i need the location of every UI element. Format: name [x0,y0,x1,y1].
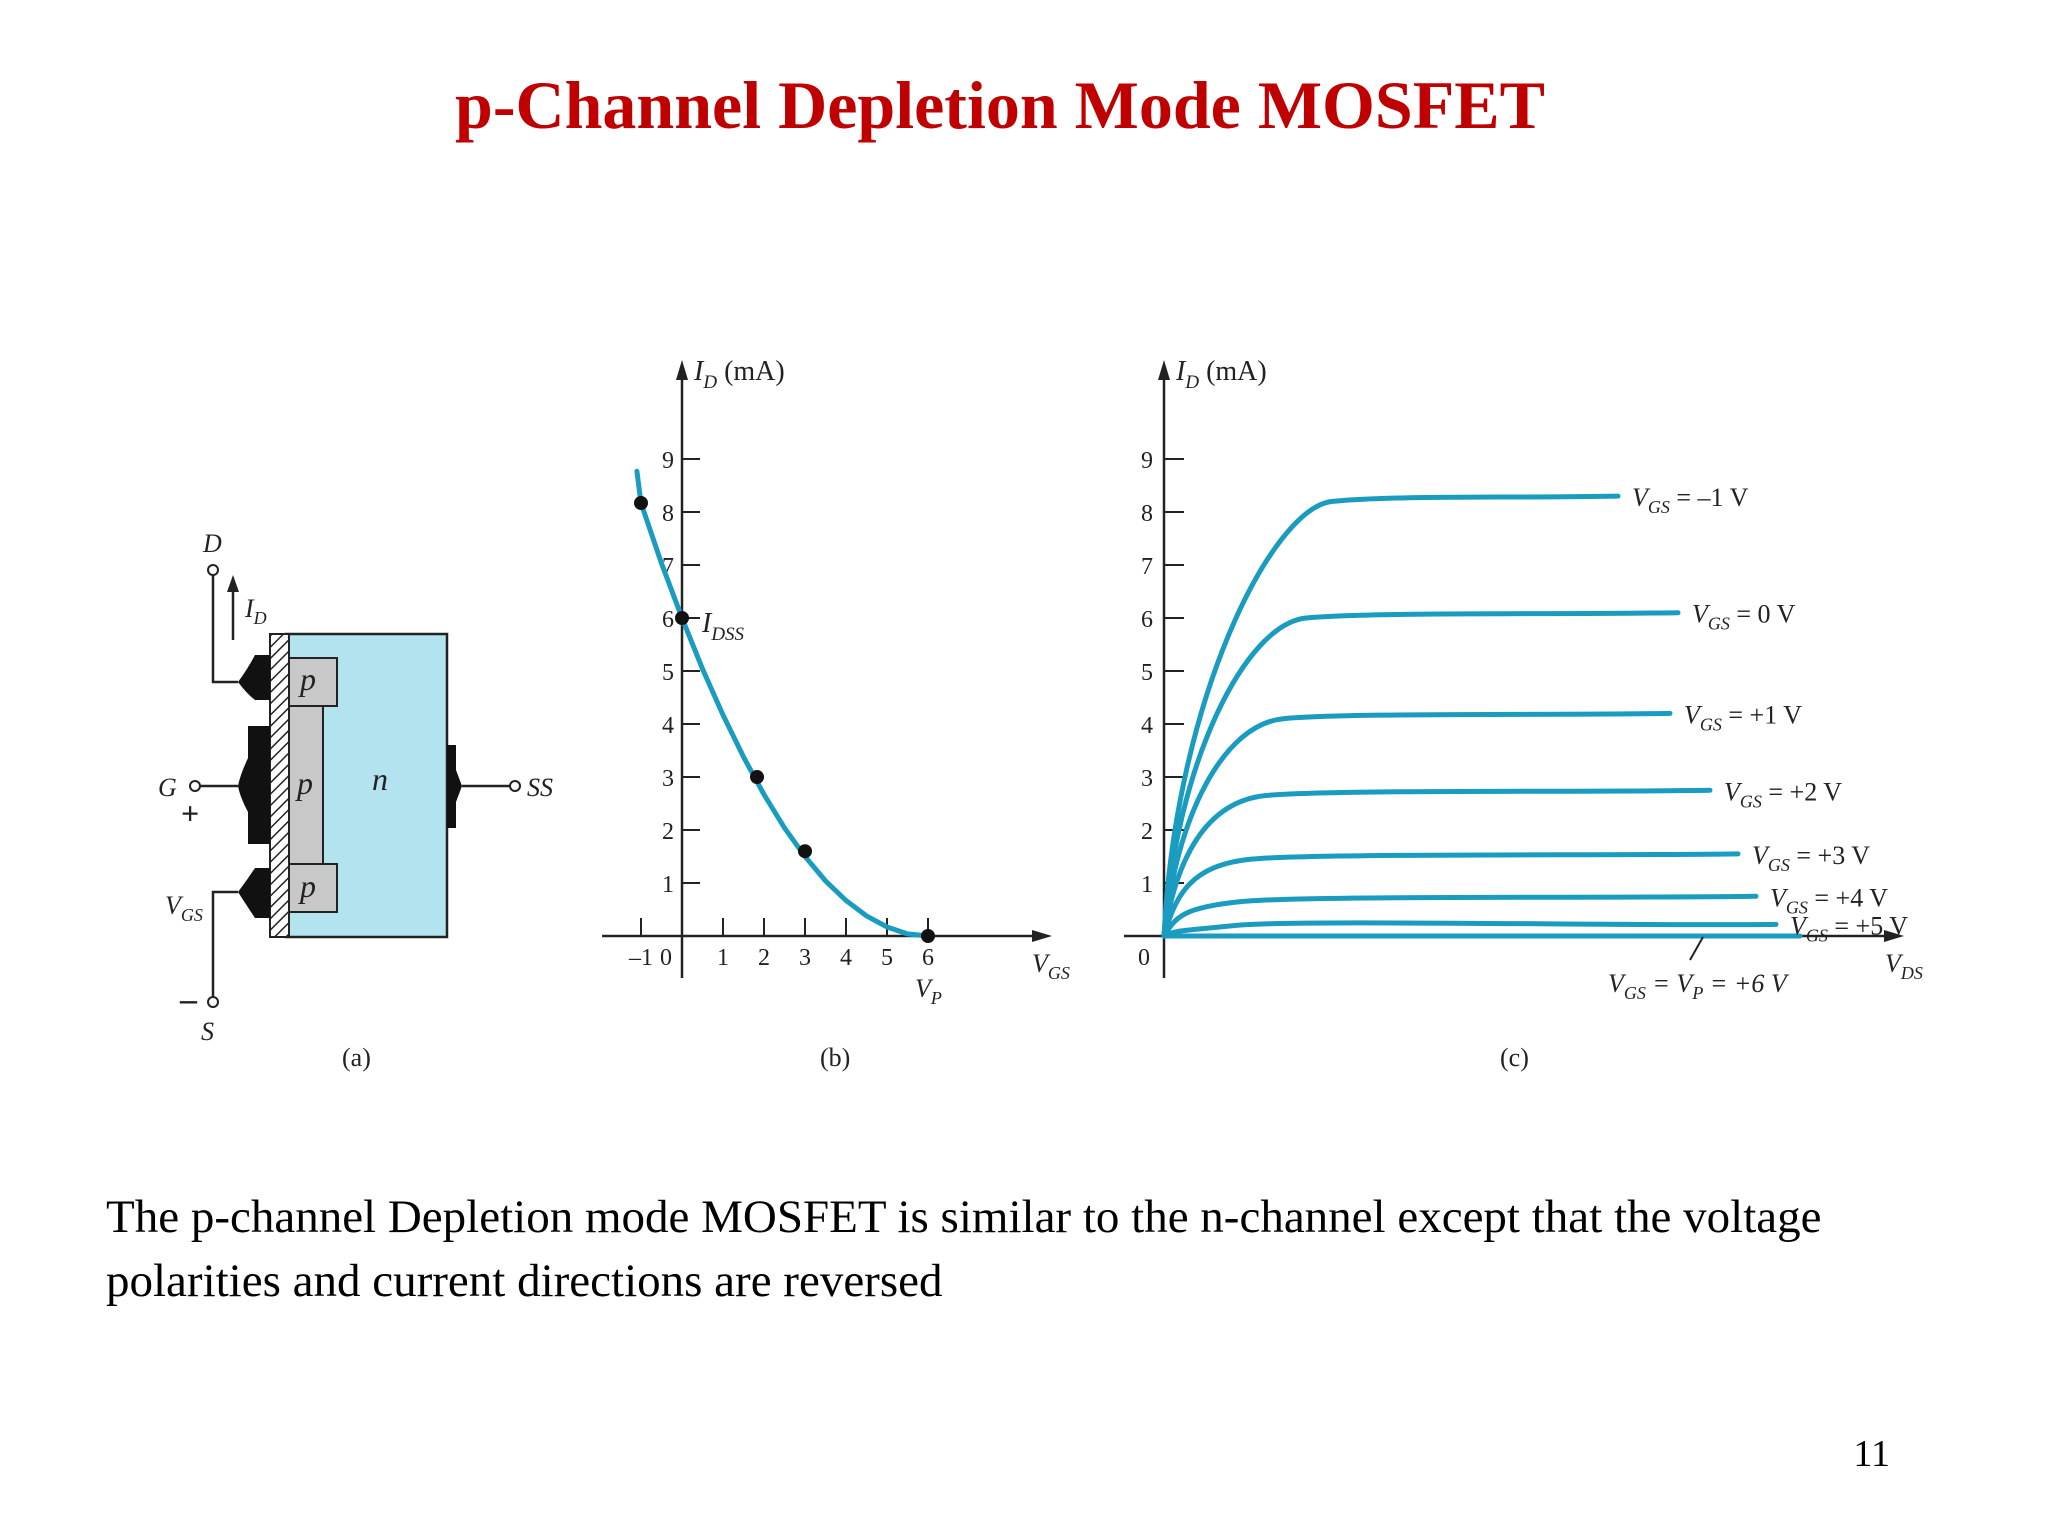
current-label: ID [244,594,267,628]
drain-curve [1161,710,1673,939]
drain-characteristics-chart: 1 2 3 4 5 6 7 8 9 VGS = –1 V VGS = 0 V VGS = +1 V V… [1124,356,1923,1072]
chart-c-ylabel: ID (mA) [1175,356,1267,393]
drain-curve [1161,610,1681,939]
chart-c-origin-label: 0 [1138,945,1150,971]
source-contact [238,868,270,918]
chart-b-y-tick-label: 6 [662,607,674,633]
chart-b-xlabel: VGS [1032,949,1070,983]
figure-c-label: (c) [1500,1043,1529,1072]
chart-b-y-tick-label: 9 [662,448,674,474]
oxide-layer [269,633,290,938]
figure-b-label: (b) [820,1043,850,1072]
chart-b-y-tick-label: 2 [662,819,674,845]
drain-curve-label: VGS = 0 V [1692,600,1796,634]
idss-label: IDSS [701,608,745,645]
vgs-label: VGS [165,891,203,925]
source-label: S [201,1017,214,1046]
n-label: n [372,761,388,797]
chart-b-x-tick-label: 2 [758,945,770,971]
gate-plus: + [181,795,199,831]
gate-terminal [189,780,201,792]
chart-b-y-tick-label: 4 [662,713,674,739]
chart-c-y-tick-label: 3 [1141,766,1153,792]
substrate-label: SS [527,773,553,802]
caption-text: The p-channel Depletion mode MOSFET is s… [106,1191,1822,1307]
drain-wire [211,572,238,684]
chart-b-data-point [921,929,935,943]
vp-label: VP [915,974,942,1008]
page-number: 11 [1853,1433,1890,1475]
chart-c-y-tick-label: 7 [1141,554,1153,580]
drain-curve-label: VGS = –1 V [1632,483,1749,517]
substrate-contact [447,745,462,828]
drain-curve-label: VGS = +2 V [1724,777,1842,811]
drain-curve-label: VGS = +4 V [1770,883,1888,917]
drain-curve [1161,851,1741,939]
chart-b-x-arrow [1032,930,1052,942]
p-top-label: p [298,661,316,697]
pinch-label: VGS = VP = +6 V [1608,969,1790,1003]
chart-b-x-tick-label: 4 [840,945,852,971]
chart-b-x-tick-label: 1 [717,945,729,971]
chart-b-x-tick-label: 5 [881,945,893,971]
gate-label: G [158,773,177,802]
chart-b-data-point [634,495,648,510]
pinch-pointer [1689,936,1704,961]
mosfet-cross-section: D ID G + SS VGS – S p p p n (a) [158,529,553,1072]
chart-c-y-tick-label: 2 [1141,819,1153,845]
chart-c-y-tick-label: 6 [1141,607,1153,633]
chart-b-x-tick-label: –1 [628,945,653,971]
drain-contact [238,655,270,700]
chart-b-y-tick-label: 3 [662,766,674,792]
chart-b-ylabel: ID (mA) [693,356,785,393]
drain-curve-label: VGS = +5 V [1790,911,1908,945]
source-minus: – [179,981,198,1018]
drain-curve-label: VGS = +1 V [1684,700,1802,734]
drain-curve [1161,787,1713,939]
chart-b-zero-label: 0 [660,945,672,971]
current-arrow-head [227,575,239,592]
substrate-terminal [509,780,521,792]
chart-b-data-point [675,611,689,625]
p-channel-label: p [295,765,313,801]
transfer-curve [634,468,931,939]
source-terminal [207,996,219,1008]
drain-curve [1161,493,1621,939]
chart-c-x-arrow [1884,930,1904,942]
chart-b-y-arrow [676,360,688,380]
chart-c-y-tick-label: 4 [1141,713,1153,739]
chart-b-data-point [750,770,765,784]
p-drain-region [288,657,338,707]
chart-b-x-tick-label: 3 [799,945,811,971]
drain-curve-label: VGS = +3 V [1752,841,1870,875]
slide-title: p-Channel Depletion Mode MOSFET [455,67,1545,143]
source-wire [211,890,238,998]
chart-b-data-point [798,844,812,859]
chart-c-y-tick-label: 1 [1141,872,1153,898]
chart-c-xlabel: VDS [1885,949,1923,983]
chart-b-y-tick-label: 1 [662,872,674,898]
chart-c-y-tick-label: 8 [1141,501,1153,527]
chart-b-y-tick-label: 8 [662,501,674,527]
drain-label: D [202,529,222,558]
figure: D ID G + SS VGS – S p p p n (a) 1 2 3 4 5 6 7 8… [158,356,1923,1072]
chart-c-y-tick-label: 9 [1141,448,1153,474]
figure-a-label: (a) [342,1043,371,1072]
drain-curve [1161,920,1779,939]
drain-curve [1161,893,1759,939]
gate-contact [238,726,270,844]
drain-terminal [207,564,219,576]
chart-c-y-tick-label: 5 [1141,660,1153,686]
chart-b-y-tick-label: 5 [662,660,674,686]
chart-c-y-arrow [1158,360,1170,380]
p-source-region [288,863,338,913]
p-bottom-label: p [298,868,316,904]
chart-b-x-tick-label: 6 [922,945,934,971]
